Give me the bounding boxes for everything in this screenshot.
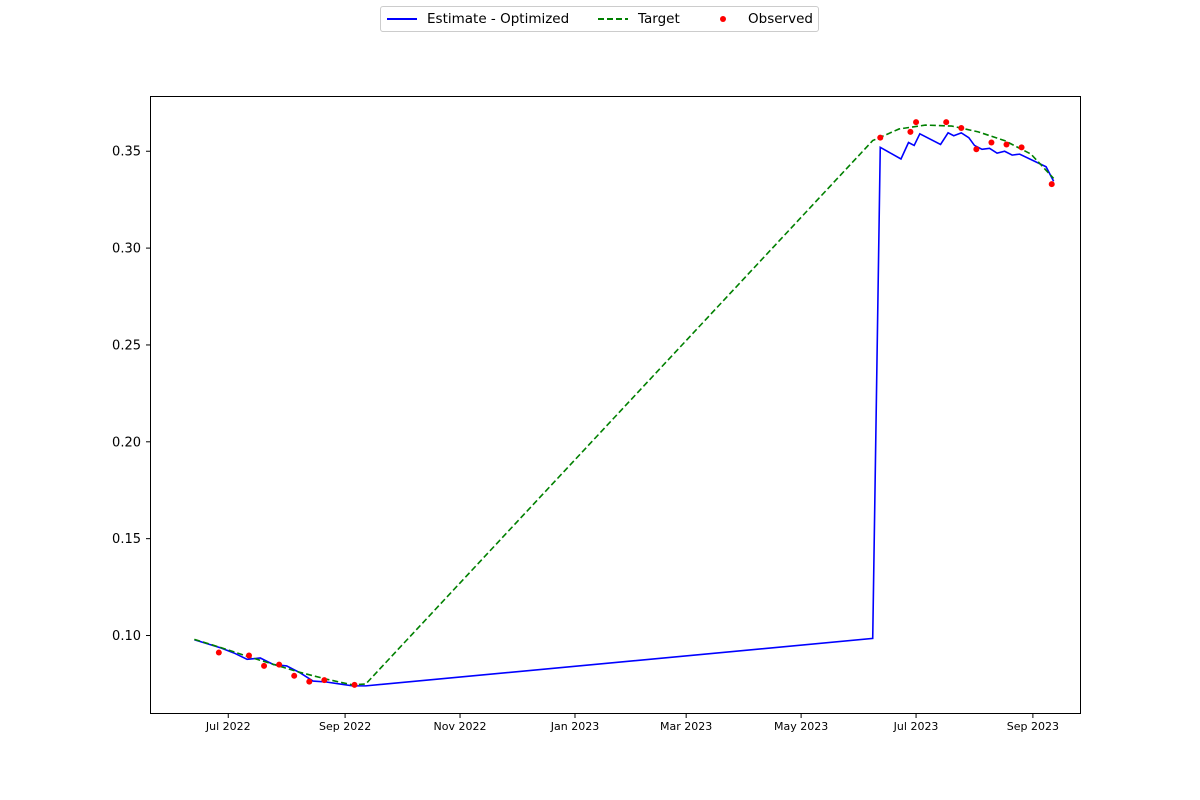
data-point-observed — [261, 662, 268, 669]
x-tick-label: Sep 2022 — [319, 720, 371, 733]
data-point-observed — [291, 672, 298, 679]
legend-swatch-target — [598, 18, 628, 20]
data-point-observed — [907, 128, 914, 135]
data-point-observed — [913, 119, 920, 126]
data-point-observed — [1003, 141, 1010, 148]
legend-label-estimate: Estimate - Optimized — [427, 11, 570, 27]
series-line-estimate-optimized — [194, 131, 1055, 687]
y-tick-label: 0.10 — [112, 629, 141, 644]
x-tick-label: Sep 2023 — [1007, 720, 1059, 733]
x-tick-label: May 2023 — [774, 720, 828, 733]
legend-item-estimate: Estimate - Optimized — [387, 11, 569, 27]
x-tick-label: Jul 2023 — [893, 720, 939, 733]
data-point-observed — [351, 681, 358, 688]
x-tick-label: Jul 2022 — [205, 720, 251, 733]
data-point-observed — [245, 652, 252, 659]
data-point-observed — [943, 119, 950, 126]
data-point-observed — [276, 661, 283, 668]
y-tick-label: 0.20 — [112, 435, 141, 450]
y-tick-label: 0.25 — [112, 338, 141, 353]
x-tick-label: Mar 2023 — [660, 720, 712, 733]
data-point-observed — [321, 677, 328, 684]
series-line-target — [194, 124, 1055, 686]
data-point-observed — [1018, 144, 1025, 151]
legend-swatch-estimate — [387, 18, 417, 20]
plot-area — [150, 96, 1081, 714]
x-tick-label: Nov 2022 — [434, 720, 487, 733]
data-point-observed — [988, 139, 995, 146]
series-layer — [194, 119, 1055, 688]
data-point-observed — [306, 678, 313, 685]
x-tick-label: Jan 2023 — [550, 720, 599, 733]
y-tick-label: 0.30 — [112, 242, 141, 257]
legend-swatch-observed — [720, 16, 726, 22]
y-axis: 0.10 0.15 0.20 0.25 0.30 0.35 — [112, 145, 151, 644]
x-axis: Jul 2022 Sep 2022 Nov 2022 Jan 2023 Mar 2023… — [205, 713, 1059, 733]
legend-label-target: Target — [638, 11, 680, 27]
data-point-observed — [215, 649, 222, 656]
y-tick-label: 0.35 — [112, 145, 141, 160]
legend-item-observed: Observed — [708, 11, 813, 27]
data-point-observed — [1048, 181, 1055, 188]
legend-label-observed: Observed — [748, 11, 813, 27]
legend: Estimate - Optimized Target Observed — [380, 6, 819, 32]
data-point-observed — [958, 124, 965, 131]
y-tick-label: 0.15 — [112, 532, 141, 547]
legend-item-target: Target — [598, 11, 680, 27]
data-point-observed — [973, 146, 980, 153]
data-point-observed — [877, 134, 884, 141]
